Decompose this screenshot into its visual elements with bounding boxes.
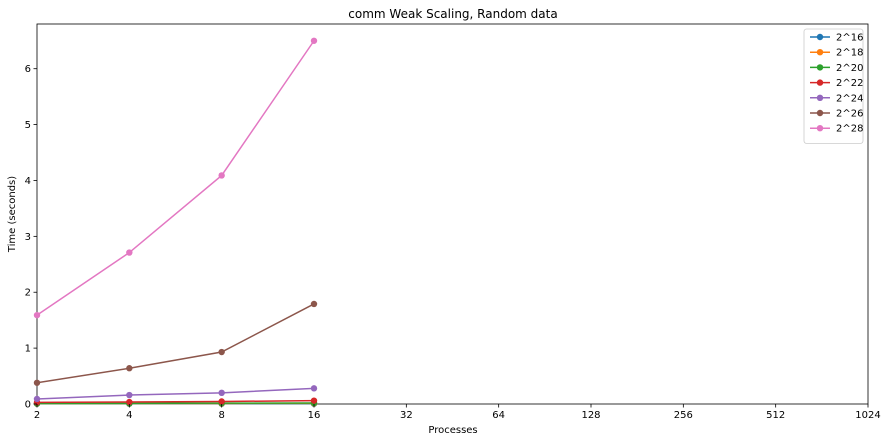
plot-frame	[36, 23, 869, 405]
data-point	[218, 398, 225, 405]
y-tick-label: 3	[25, 232, 31, 243]
x-tick-label: 1024	[855, 410, 880, 421]
data-point	[126, 398, 133, 406]
legend-item: 2^28	[810, 124, 863, 135]
data-point	[33, 395, 41, 403]
legend-item: 2^16	[810, 33, 863, 44]
y-tick-label: 2	[25, 288, 31, 299]
data-point	[126, 365, 133, 372]
legend-label: 2^28	[836, 124, 863, 135]
x-tick-label: 32	[400, 410, 413, 421]
legend-label: 2^26	[836, 109, 863, 120]
y-tick-label: 5	[25, 120, 31, 131]
y-tick-label: 1	[25, 344, 31, 355]
series-2-24	[33, 385, 318, 403]
series-line	[36, 387, 315, 400]
data-point	[33, 379, 41, 386]
data-point	[218, 389, 225, 397]
legend-item: 2^20	[810, 63, 863, 74]
data-point	[126, 391, 133, 399]
legend-swatch-marker	[816, 94, 824, 102]
x-tick-label: 4	[126, 410, 132, 421]
legend-label: 2^20	[836, 63, 863, 74]
series-2-26	[33, 300, 318, 386]
data-point	[310, 397, 318, 404]
data-point	[126, 249, 133, 256]
legend-item: 2^26	[810, 109, 863, 120]
legend-swatch-marker	[816, 125, 824, 132]
y-axis-title: Time (seconds)	[7, 176, 18, 253]
series-line	[36, 303, 315, 384]
legend-item: 2^22	[810, 78, 863, 89]
legend-item: 2^24	[810, 93, 863, 104]
y-tick-label: 4	[25, 176, 31, 187]
x-axis-title: Processes	[428, 425, 477, 436]
series-layer	[33, 37, 318, 407]
legend-swatch-marker	[816, 109, 824, 117]
legend-swatch-marker	[816, 64, 824, 71]
data-point	[310, 37, 318, 44]
y-tick-label: 6	[25, 64, 31, 75]
x-tick-label: 16	[308, 410, 321, 421]
x-tick-label: 512	[766, 410, 785, 421]
legend: 2^16 2^18 2^20 2^22 2^24 2^26 2^28	[803, 28, 863, 144]
data-point	[218, 348, 225, 356]
data-point	[33, 311, 41, 319]
data-point	[310, 385, 318, 392]
series-line	[36, 40, 315, 316]
legend-item: 2^18	[810, 48, 863, 59]
y-tick-label: 0	[25, 400, 31, 411]
legend-label: 2^22	[836, 78, 863, 89]
series-2-28	[33, 37, 318, 319]
plot-area	[36, 23, 869, 405]
legend-label: 2^18	[836, 48, 863, 59]
legend-label: 2^24	[836, 93, 863, 104]
x-tick-label: 64	[492, 410, 505, 421]
x-tick-label: 256	[674, 410, 693, 421]
data-point	[218, 172, 225, 179]
x-tick-label: 2	[34, 410, 40, 421]
legend-swatch-marker	[816, 49, 824, 56]
chart-title: comm Weak Scaling, Random data	[348, 7, 557, 21]
axes-layer: 2 4 8 16 32 64 128 256 512 1024 0 1 2 3 4 5 6	[25, 64, 881, 421]
legend-label: 2^16	[836, 33, 863, 44]
x-tick-label: 128	[581, 410, 600, 421]
legend-swatch-marker	[816, 79, 824, 86]
x-tick-label: 8	[218, 410, 224, 421]
data-point	[310, 300, 318, 308]
series-line	[36, 399, 315, 404]
legend-swatch-marker	[816, 33, 824, 41]
